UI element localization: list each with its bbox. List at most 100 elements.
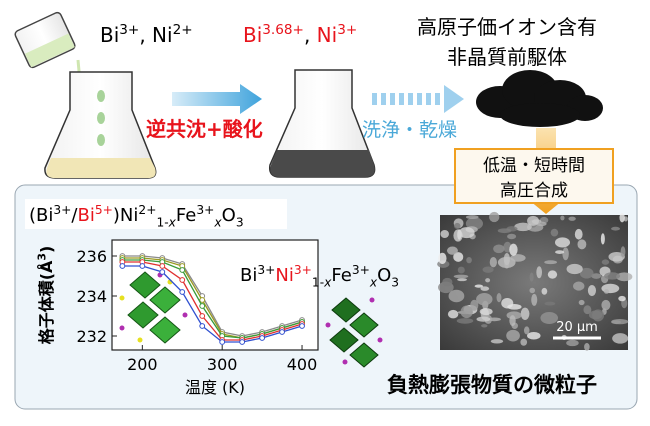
sem-particle <box>460 305 473 319</box>
sem-particle <box>560 215 565 221</box>
sem-particle <box>618 295 626 302</box>
sem-particle <box>520 307 530 320</box>
reactants-label: Bi3+, Ni2+ <box>100 22 193 47</box>
sem-particle <box>583 305 592 315</box>
sem-particle <box>510 254 526 262</box>
sem-particle <box>507 233 517 240</box>
y-tick-label: 234 <box>76 287 107 306</box>
sem-particle <box>616 272 633 282</box>
x-tick-label: 300 <box>207 355 238 374</box>
crystal-structure-high <box>325 297 383 368</box>
sem-particle <box>541 287 548 295</box>
sem-particle <box>573 281 585 291</box>
data-point <box>159 263 166 269</box>
text-part: 1- <box>156 215 168 229</box>
sem-particle <box>442 277 453 287</box>
flask-2 <box>268 69 376 178</box>
sem-particle <box>489 211 500 223</box>
sem-particle <box>540 312 559 324</box>
oxidized-label: Bi3.68+, Ni3+ <box>243 22 357 47</box>
text-part: Bi <box>240 265 257 286</box>
sem-particle <box>588 310 603 320</box>
sem-particle <box>520 338 528 346</box>
formula-box <box>25 199 287 229</box>
precursor-label: 高原子価イオン含有 <box>417 15 597 39</box>
text-part: Bi <box>243 23 262 47</box>
sem-particle <box>480 286 490 291</box>
flask-1 <box>44 71 157 179</box>
sem-particle <box>465 215 479 220</box>
text-part: x <box>369 275 378 289</box>
data-point <box>199 297 206 303</box>
data-point <box>139 263 146 269</box>
text-part: 5+ <box>95 203 113 217</box>
sem-particle <box>536 221 547 227</box>
text-part: x <box>323 275 332 289</box>
sem-particle <box>501 297 514 309</box>
text-part: 3 <box>236 215 244 229</box>
sem-particle <box>453 252 464 262</box>
text-part: 3+ <box>352 263 370 277</box>
labels: Bi3+, Ni2+ Bi3.68+, Ni3+ 高原子価イオン含有非晶質前駆体逆共… <box>29 15 598 397</box>
sem-particle <box>584 343 590 351</box>
sem-particle <box>604 272 621 280</box>
sem-particle <box>489 257 497 268</box>
sem-particle <box>587 285 597 297</box>
text-part: O <box>222 205 236 226</box>
sem-particle <box>453 222 461 229</box>
sem-particle <box>601 299 611 311</box>
sem-particle <box>529 272 534 282</box>
sem-particle <box>479 308 493 316</box>
data-point <box>259 335 266 341</box>
series-line <box>122 261 303 341</box>
data-point <box>199 313 206 319</box>
sem-particle <box>482 266 494 273</box>
data-point <box>279 329 285 335</box>
text-part: Bi <box>78 205 95 226</box>
sem-particle <box>458 227 475 239</box>
sem-particle <box>591 273 602 279</box>
precursor-label: 非晶質前駆体 <box>447 45 567 69</box>
y-tick-label: 236 <box>76 247 107 266</box>
synthesis-label: 高圧合成 <box>500 181 568 201</box>
sem-particle <box>531 293 538 306</box>
text-part: 3 <box>36 253 49 261</box>
sem-particle <box>490 339 504 344</box>
data-point <box>199 323 206 329</box>
sem-particle <box>554 237 571 248</box>
sem-particle <box>476 316 491 322</box>
sem-particle <box>527 215 539 226</box>
sem-particle <box>456 318 474 324</box>
sem-particle <box>611 226 621 231</box>
synthesis-box <box>454 148 614 204</box>
pouring-beaker <box>14 11 76 69</box>
lattice-volume-chart: 200 300 400 232 234 236 温度 (K) 格子体積(Å3) <box>36 246 318 397</box>
text-part: , Ni <box>139 23 172 47</box>
text-part: Ni <box>317 23 338 47</box>
sem-particle <box>601 259 610 265</box>
sem-particle <box>457 278 467 282</box>
product-label: 負熱膨張物質の微粒子 <box>387 373 597 397</box>
sem-particle <box>453 274 469 279</box>
crystal-structure-low <box>119 271 188 344</box>
sem-particle <box>474 284 484 288</box>
sem-particle <box>608 251 625 262</box>
sem-particle <box>529 287 536 294</box>
sem-particle <box>481 324 488 328</box>
series-line <box>122 259 303 339</box>
sem-particle <box>470 299 479 311</box>
sem-particle <box>509 315 516 327</box>
text-part: 2+ <box>138 203 156 217</box>
sem-particle <box>446 246 458 255</box>
text-part: x <box>213 215 222 229</box>
text-part: 3+ <box>196 203 214 217</box>
data-point <box>199 303 206 309</box>
coprecipitation-label: 逆共沈+酸化 <box>146 117 263 141</box>
sem-particle <box>496 292 502 303</box>
text-part: 3+ <box>53 203 71 217</box>
data-point <box>239 339 246 345</box>
sem-particle <box>547 270 558 279</box>
text-part: x <box>168 215 177 229</box>
sem-particle <box>566 339 579 347</box>
